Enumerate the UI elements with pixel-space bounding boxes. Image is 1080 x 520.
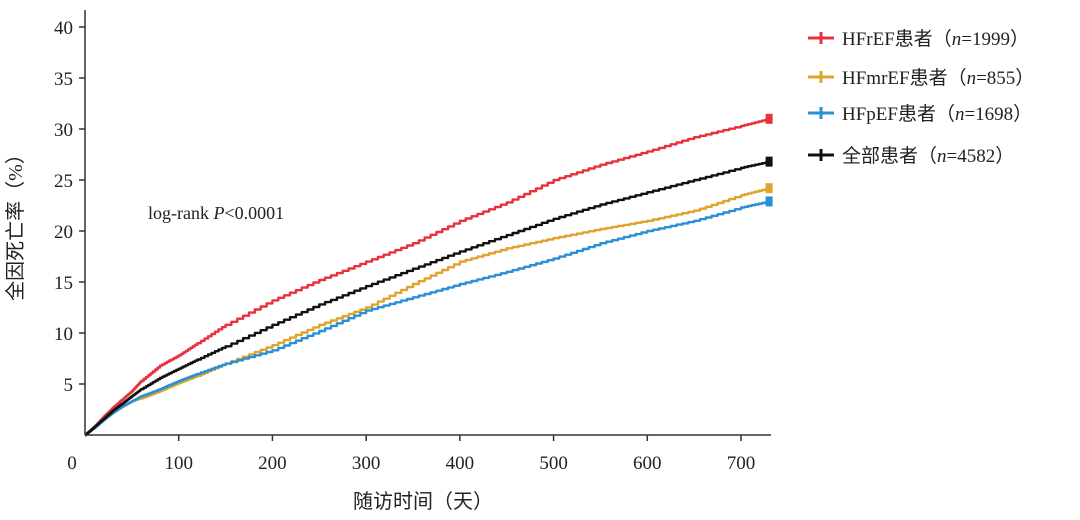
x-tick-label: 700 xyxy=(727,453,756,474)
series-line-2 xyxy=(85,201,771,437)
legend-entry-1: HFmrEF患者（n=855） xyxy=(808,67,1034,89)
legend-entry-2: HFpEF患者（n=1698） xyxy=(808,103,1032,125)
y-tick-label: 20 xyxy=(54,222,73,243)
annotation-suffix: <0.0001 xyxy=(224,203,284,223)
y-axis-title: 全因死亡率（%） xyxy=(4,144,27,301)
legend: HFrEF患者（n=1999） HFmrEF患者（n=855） HFpEF患者（n=… xyxy=(808,28,1034,167)
y-tick-label: 40 xyxy=(54,18,73,39)
series-end-marker-3 xyxy=(765,156,773,167)
x-tick-label: 600 xyxy=(633,453,662,474)
axes xyxy=(84,10,771,436)
legend-label: HFmrEF患者（n=855） xyxy=(842,67,1034,89)
annotation-prefix: log-rank xyxy=(148,203,213,223)
series-end-marker-0 xyxy=(765,113,773,124)
y-ticks: 5 10 15 20 25 30 35 40 xyxy=(54,18,85,396)
legend-label: HFrEF患者（n=1999） xyxy=(842,28,1029,50)
legend-entry-3: 全部患者（n=4582） xyxy=(808,145,1014,167)
x-axis-title: 随访时间（天） xyxy=(353,490,493,513)
y-tick-label: 30 xyxy=(54,120,73,141)
x-tick-label: 400 xyxy=(446,453,475,474)
y-tick-label: 15 xyxy=(54,273,73,294)
x-tick-label: 0 xyxy=(67,453,77,474)
x-tick-label: 100 xyxy=(164,453,193,474)
series-line-1 xyxy=(85,187,771,437)
y-tick-label: 35 xyxy=(54,69,73,90)
series-line-0 xyxy=(85,118,771,437)
annotation-italic: P xyxy=(212,203,224,223)
series-end-marker-1 xyxy=(765,183,773,194)
log-rank-annotation: log-rank P<0.0001 xyxy=(148,203,284,223)
legend-label: HFpEF患者（n=1698） xyxy=(842,103,1032,125)
x-tick-label: 300 xyxy=(352,453,381,474)
plot-area xyxy=(85,113,773,437)
y-tick-label: 25 xyxy=(54,171,73,192)
x-tick-label: 200 xyxy=(258,453,287,474)
series-line-3 xyxy=(85,161,771,437)
x-ticks: 0 100 200 300 400 500 600 700 xyxy=(67,435,755,474)
y-tick-label: 10 xyxy=(54,324,73,345)
legend-entry-0: HFrEF患者（n=1999） xyxy=(808,28,1029,50)
x-tick-label: 500 xyxy=(539,453,568,474)
legend-label: 全部患者（n=4582） xyxy=(842,145,1014,167)
series-end-marker-2 xyxy=(765,196,773,207)
y-tick-label: 5 xyxy=(64,375,74,396)
